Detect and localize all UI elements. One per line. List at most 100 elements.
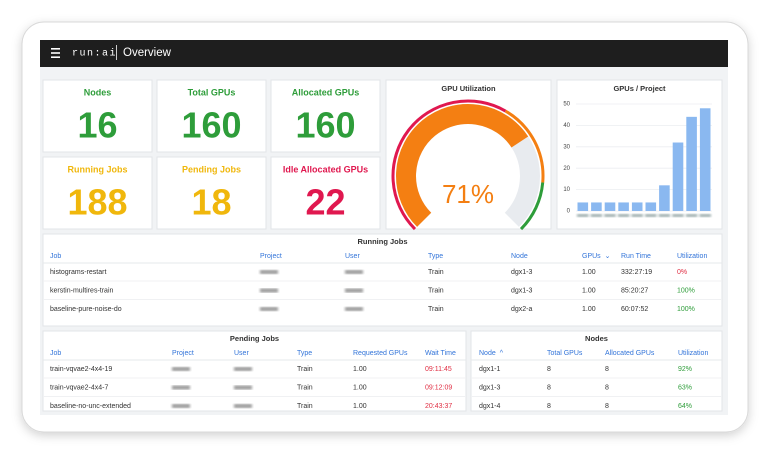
threshold-ring — [504, 109, 545, 183]
table-panel — [470, 330, 723, 412]
blurred-category-label — [604, 214, 616, 217]
logo: run:ai — [72, 48, 117, 60]
stat-value: 188 — [67, 182, 127, 223]
column-header[interactable]: Job — [50, 253, 61, 260]
menu-button[interactable] — [51, 48, 60, 58]
table-cell: 85:20:27 — [621, 287, 648, 294]
column-header[interactable]: Total GPUs — [547, 350, 583, 357]
blurred-cell — [234, 404, 252, 408]
blurred-cell — [234, 385, 252, 390]
top-bar — [40, 40, 728, 67]
y-tick-label: 50 — [563, 102, 570, 108]
bar — [577, 202, 589, 211]
blurred-category-label — [699, 214, 711, 217]
threshold-ring — [391, 99, 507, 231]
y-tick-label: 0 — [567, 209, 571, 215]
blurred-cell — [172, 404, 190, 408]
table-cell: baseline-no-unc-extended — [50, 403, 131, 410]
blurred-category-label — [645, 214, 657, 217]
table-cell: 100% — [677, 287, 695, 294]
table-cell: 09:11:45 — [425, 366, 452, 373]
bar-title: GPUs / Project — [613, 84, 666, 93]
table-cell: 8 — [605, 366, 609, 373]
table-cell: Train — [428, 287, 444, 294]
table-cell: 60:07:52 — [621, 306, 648, 313]
table-cell: train-vqvae2-4x4-7 — [50, 384, 108, 391]
divider — [116, 45, 117, 60]
blurred-cell — [260, 270, 278, 274]
column-header[interactable]: Utilization — [678, 350, 708, 357]
stat-value: 160 — [181, 105, 241, 146]
gauge-value-arc — [396, 104, 529, 227]
column-header[interactable]: GPUs — [582, 253, 601, 260]
blurred-category-label — [658, 214, 671, 217]
gauge-title: GPU Utilization — [441, 84, 496, 93]
bar — [618, 202, 629, 211]
table-cell: dgx2-a — [511, 306, 533, 313]
stat-card — [42, 156, 153, 230]
stat-label: Nodes — [84, 87, 112, 97]
table-cell: baseline-pure-noise-do — [50, 306, 122, 313]
stat-label: Total GPUs — [188, 87, 236, 97]
blurred-category-label — [672, 214, 684, 217]
column-header[interactable]: Project — [172, 350, 194, 357]
blurred-category-label — [617, 214, 630, 217]
table-cell: 8 — [605, 384, 609, 391]
table-cell: 8 — [605, 403, 609, 410]
stat-label: Idle Allocated GPUs — [283, 164, 368, 174]
gauge-value-label: 71% — [442, 179, 494, 209]
table-cell: 1.00 — [582, 306, 596, 313]
table-cell: dgx1-1 — [479, 366, 501, 373]
bar — [672, 142, 684, 211]
blurred-category-label — [590, 214, 603, 217]
column-header[interactable]: Job — [50, 350, 61, 357]
table-cell: Train — [297, 366, 313, 373]
table-cell: dgx1-3 — [511, 269, 533, 276]
stat-card — [270, 156, 381, 230]
table-cell: Train — [428, 269, 444, 276]
y-tick-label: 10 — [563, 187, 570, 193]
table-cell: kerstin-multires-train — [50, 287, 114, 294]
blurred-category-label — [631, 214, 643, 217]
column-header[interactable]: Run Time — [621, 253, 651, 260]
table-cell: 8 — [547, 366, 551, 373]
column-header[interactable]: Project — [260, 253, 282, 260]
table-title: Running Jobs — [358, 237, 408, 246]
column-header[interactable]: User — [234, 350, 249, 357]
bar — [659, 185, 670, 211]
table-cell: 1.00 — [353, 403, 367, 410]
blurred-cell — [260, 288, 278, 293]
column-header[interactable]: Node — [479, 350, 496, 357]
column-header[interactable]: Type — [428, 253, 443, 260]
column-header[interactable]: Utilization — [677, 253, 707, 260]
blurred-cell — [345, 288, 363, 293]
table-cell: 0% — [677, 269, 687, 276]
table-cell: Train — [297, 384, 313, 391]
table-panel — [42, 330, 467, 412]
column-header[interactable]: User — [345, 253, 360, 260]
bar — [604, 202, 616, 211]
table-cell: 20:43:37 — [425, 403, 452, 410]
table-cell: 8 — [547, 403, 551, 410]
table-cell: train-vqvae2-4x4-19 — [50, 366, 112, 373]
stat-value: 18 — [191, 182, 231, 223]
table-cell: 1.00 — [353, 384, 367, 391]
column-header[interactable]: Type — [297, 350, 312, 357]
column-header[interactable]: Wait Time — [425, 350, 456, 357]
table-cell: 1.00 — [582, 287, 596, 294]
blurred-cell — [345, 270, 363, 274]
column-header[interactable]: Requested GPUs — [353, 350, 408, 357]
blurred-category-label — [577, 214, 589, 217]
column-header[interactable]: Node — [511, 253, 528, 260]
y-tick-label: 20 — [563, 166, 570, 172]
table-cell: 1.00 — [582, 269, 596, 276]
bar — [645, 202, 657, 211]
y-tick-label: 30 — [563, 144, 570, 150]
sort-icon: ⌄ — [605, 253, 611, 260]
stat-label: Running Jobs — [68, 164, 128, 174]
blurred-cell — [172, 385, 190, 390]
stat-card — [156, 156, 267, 230]
column-header[interactable]: Allocated GPUs — [605, 350, 655, 357]
threshold-ring — [519, 182, 545, 231]
